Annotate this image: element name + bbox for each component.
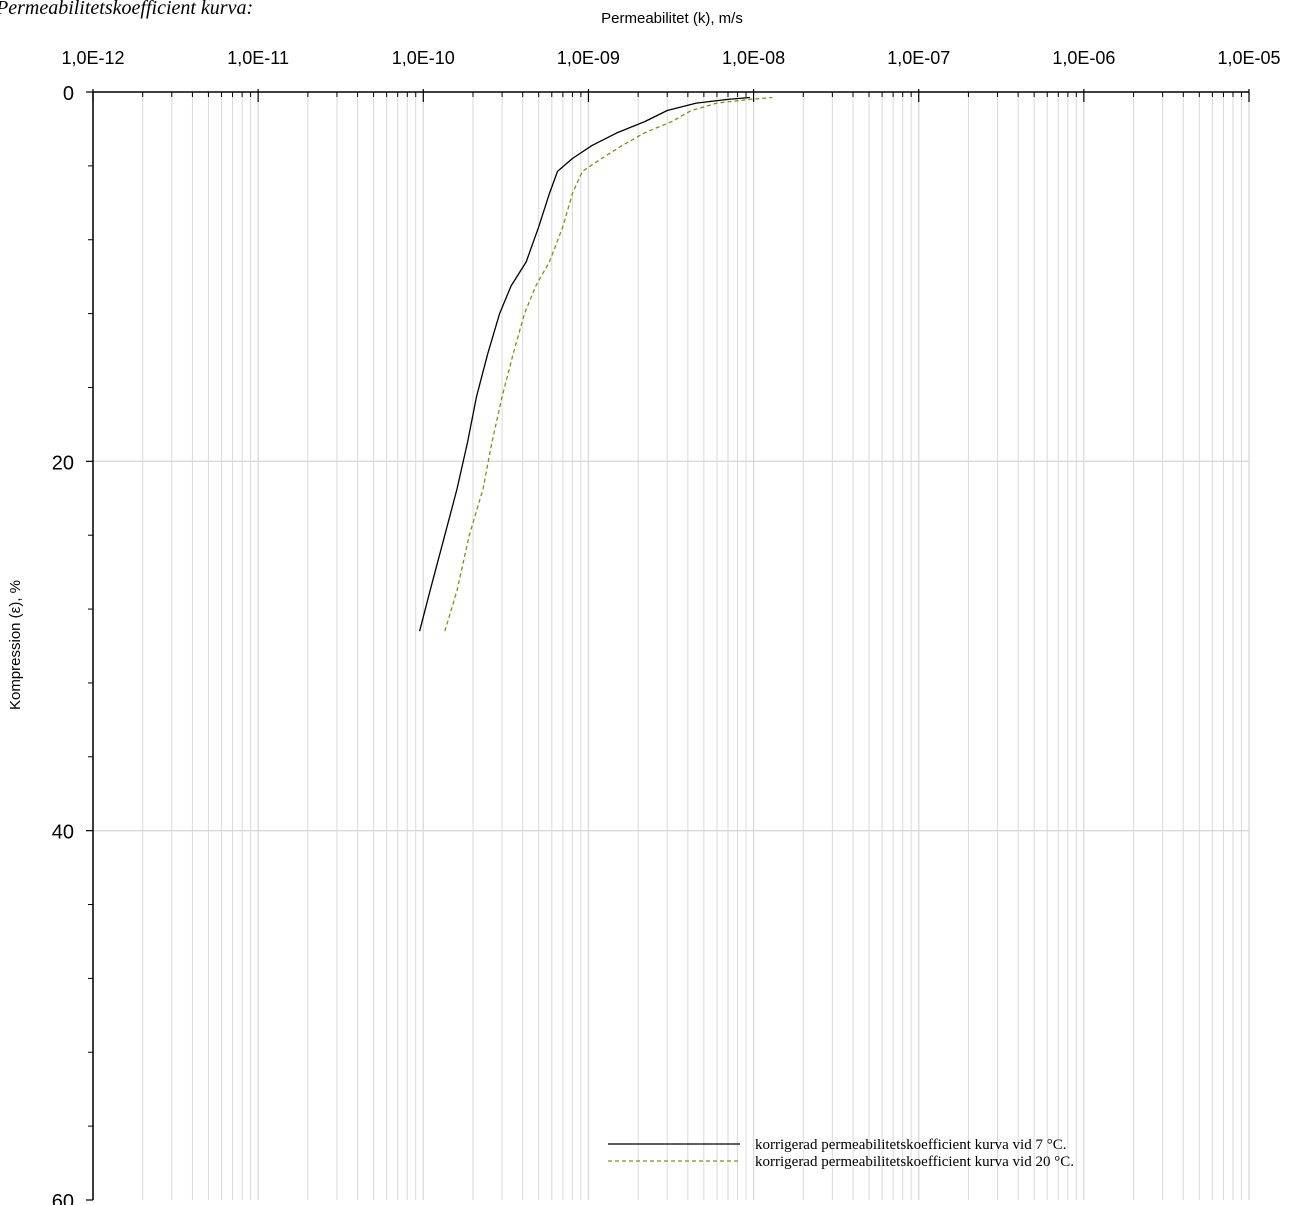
x-tick-label: 1,0E-12 (61, 48, 124, 68)
y-tick-label: 40 (52, 822, 74, 844)
series-line-1 (418, 96, 750, 632)
legend-label-1: korrigerad permeabilitetskoefficient kur… (755, 1137, 1066, 1153)
series-line-2 (444, 96, 773, 632)
tick-label-layer: 1,0E-12 1,0E-11 1,0E-10 1,0E-09 1,0E-08 1,0E-… (52, 48, 1281, 1205)
grid-layer (86, 89, 1250, 1201)
legend-label-2: korrigerad permeabilitetskoefficient kur… (755, 1154, 1074, 1170)
x-tick-label: 1,0E-09 (557, 48, 620, 68)
y-axis-title: Kompression (ε), % (7, 580, 24, 710)
x-axis-title: Permeabilitet (k), m/s (601, 10, 743, 27)
legend: korrigerad permeabilitetskoefficient kur… (608, 1137, 1074, 1170)
x-tick-label: 1,0E-07 (887, 48, 950, 68)
series-layer (418, 96, 773, 632)
chart-caption: Permeabilitetskoefficient kurva: (0, 0, 253, 19)
x-tick-label: 1,0E-05 (1217, 48, 1280, 68)
x-tick-label: 1,0E-10 (392, 48, 455, 68)
y-tick-label: 20 (52, 452, 74, 474)
x-tick-label: 1,0E-11 (227, 48, 289, 68)
y-tick-label: 60 (52, 1191, 74, 1205)
x-tick-label: 1,0E-08 (722, 48, 785, 68)
x-tick-label: 1,0E-06 (1052, 48, 1115, 68)
y-tick-label: 0 (63, 83, 74, 105)
